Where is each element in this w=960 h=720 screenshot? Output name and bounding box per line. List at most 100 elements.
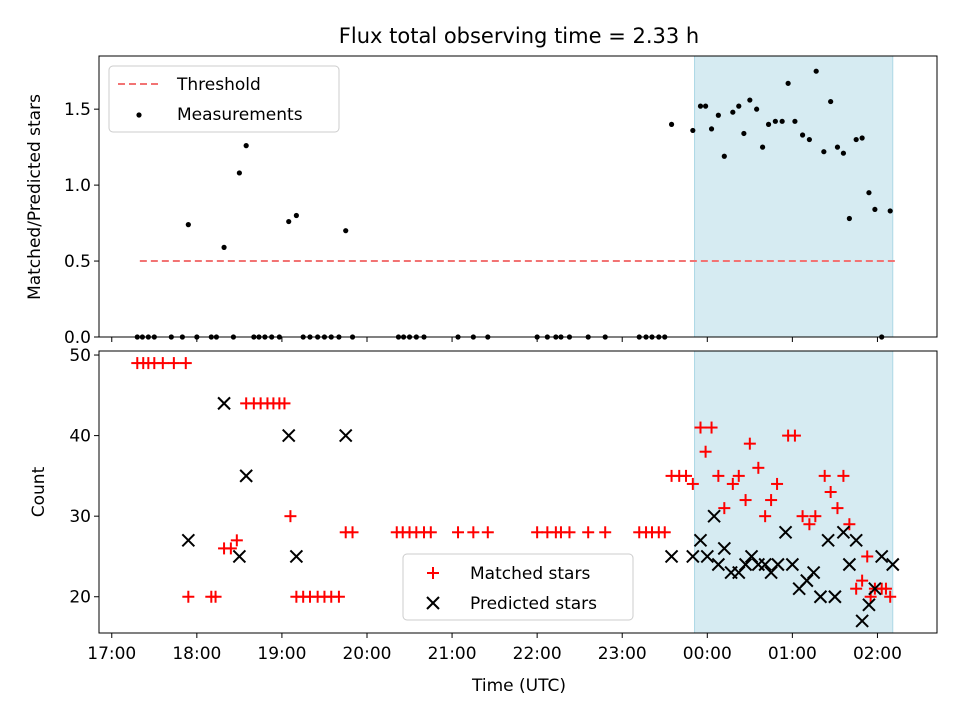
threshold-legend-label: Threshold	[176, 75, 261, 95]
matched-star-point	[831, 502, 844, 515]
matched-star-point	[879, 582, 892, 595]
predicted-star-point	[707, 509, 721, 523]
ratio-panel: 0.0 0.5 1.0 1.5 Flux total observing time =…	[25, 24, 938, 348]
count-legend: Matched stars Predicted stars	[402, 553, 634, 621]
matched-star-point	[705, 421, 718, 434]
matched-star-point	[156, 357, 169, 370]
predicted-star-point	[711, 557, 726, 572]
matched-star-point	[424, 526, 437, 539]
matched-star-point	[346, 526, 359, 539]
y-tick-label: 50	[69, 346, 91, 366]
measurement-point	[834, 144, 841, 150]
y-tick-label: 0.0	[64, 328, 91, 348]
matched-star-point	[803, 518, 816, 531]
matched-star-point	[837, 469, 850, 482]
predicted-star-point	[842, 557, 857, 572]
predicted-star-point	[855, 614, 869, 628]
matched-star-point	[796, 510, 809, 523]
predicted-star-point	[758, 557, 772, 572]
matched-star-point	[167, 357, 180, 370]
matched-star-point	[179, 357, 192, 370]
matched-star-point	[752, 461, 765, 474]
predicted-star-point	[778, 525, 793, 539]
matched-star-point	[680, 469, 693, 482]
x-tick-label: 19:00	[257, 644, 306, 664]
y-tick-label: 40	[69, 427, 91, 447]
measurement-point	[343, 228, 349, 234]
measurement-point	[221, 244, 227, 250]
measurement-point	[668, 121, 675, 127]
measurement-point	[821, 149, 827, 155]
ratio-y-axis-label: Matched/Predicted stars	[25, 94, 45, 300]
predicted-star-point	[217, 396, 231, 411]
predicted-star-point	[717, 541, 732, 556]
ratio-axes-frame	[98, 55, 938, 338]
matched-star-point	[718, 502, 731, 515]
predicted-star-point	[738, 557, 753, 572]
matched-star-point	[743, 437, 756, 450]
x-tick-label: 02:00	[853, 644, 902, 664]
predicted-legend-label: Predicted stars	[470, 594, 597, 614]
count-x-ticks: 17:00 18:00 19:00 20:00 21:00 22:00 23:00 00:00…	[87, 633, 902, 664]
measurement-point	[286, 218, 292, 225]
measurement-point	[730, 109, 736, 115]
measurement-point	[828, 98, 834, 105]
matched-star-point	[856, 574, 869, 587]
count-y-ticks: 20 30 40 50	[69, 346, 99, 608]
count-axes-frame	[98, 350, 938, 634]
y-tick-label: 20	[69, 588, 91, 608]
measurement-point	[866, 190, 872, 196]
measurement-point	[887, 208, 893, 214]
predicted-star-point	[828, 590, 842, 604]
y-tick-label: 1.0	[64, 176, 91, 196]
y-tick-label: 0.5	[64, 252, 91, 272]
observing-time-span	[694, 350, 894, 634]
matched-star-point	[818, 469, 831, 482]
matched-star-point	[861, 550, 874, 563]
predicted-star-point	[886, 557, 900, 572]
measurements-legend-swatch	[136, 112, 142, 118]
ratio-legend-box	[108, 65, 340, 133]
ratio-legend: Threshold Measurements	[108, 65, 340, 133]
measurement-point	[853, 136, 859, 143]
matched-star-point	[788, 429, 801, 442]
measurement-point	[697, 103, 704, 109]
measurement-point	[792, 118, 798, 124]
measurement-point	[185, 222, 191, 228]
chart-title: Flux total observing time = 2.33 h	[339, 24, 699, 48]
measurement-point	[806, 136, 812, 143]
measurement-point	[721, 153, 727, 159]
matched-star-point	[884, 590, 897, 603]
predicted-star-point	[813, 590, 828, 604]
count-panel: 20 30 40 50 17:00 18:00 19:00 20:00 21:00 22:00 2…	[29, 346, 938, 696]
x-axis-label: Time (UTC)	[471, 676, 566, 696]
predicted-star-point	[821, 533, 835, 548]
predicted-star-point	[693, 533, 708, 548]
count-y-axis-label: Count	[29, 466, 49, 517]
predicted-stars-points	[181, 396, 900, 628]
y-tick-label: 1.5	[64, 100, 91, 120]
predicted-star-point	[771, 557, 785, 572]
measurement-point	[702, 103, 709, 109]
predicted-star-point	[282, 428, 296, 443]
predicted-star-point	[785, 557, 800, 572]
matched-star-point	[686, 477, 699, 490]
predicted-star-point	[836, 525, 851, 539]
predicted-star-point	[874, 549, 889, 564]
matched-star-point	[452, 526, 465, 539]
matched-star-point	[599, 526, 612, 539]
measurement-point	[236, 170, 242, 176]
measurement-point	[859, 135, 865, 141]
measurement-point	[779, 118, 785, 124]
x-tick-label: 23:00	[598, 644, 647, 664]
x-tick-label: 17:00	[87, 644, 136, 664]
x-tick-label: 20:00	[342, 644, 391, 664]
predicted-star-point	[239, 469, 253, 483]
measurement-point	[765, 121, 772, 127]
x-tick-label: 00:00	[683, 644, 732, 664]
ratio-x-ticks	[111, 337, 878, 342]
matched-star-point	[332, 590, 345, 603]
measurement-point	[243, 143, 249, 149]
matched-star-point	[284, 510, 297, 523]
matched-star-point	[759, 510, 772, 523]
